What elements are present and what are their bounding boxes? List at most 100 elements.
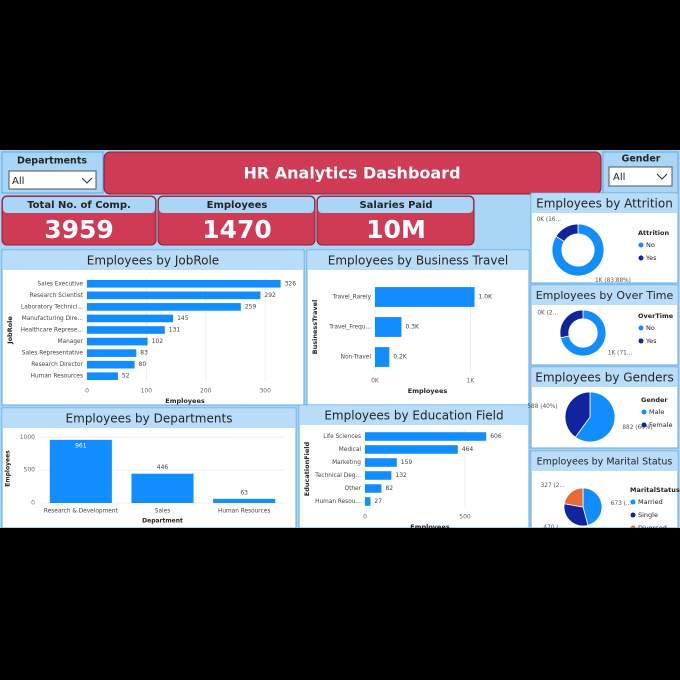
frame-bottom [0,528,680,680]
value-label: 464 [462,446,474,453]
bar [87,291,261,300]
title-banner [103,151,602,195]
category-label: Sales [155,509,170,515]
x-tick-label: 300 [259,388,271,395]
y-axis-title: Employees [5,450,12,487]
category-label: Human Resources [31,374,83,380]
category-label: Manager [58,339,84,345]
value-label: 673 (... [611,501,632,507]
x-tick-label: 200 [200,388,212,395]
kpi-header [159,197,314,213]
panel-header [532,286,677,305]
category-label: Manufacturing Dire... [22,316,83,322]
value-label: 606 [490,433,502,440]
panel-header [300,406,528,425]
category-label: Medical [339,447,362,453]
legend-marker [630,499,636,505]
legend-title: Gender [641,396,668,404]
slicer-dropdown[interactable] [8,170,97,190]
value-label: 292 [264,292,276,299]
value-label: 83 [140,350,148,357]
category-label: Marketing [332,460,361,466]
pie-slice [582,487,603,526]
bar [375,347,390,367]
kpi-card: Total No. of Comp. 3959 [1,195,157,246]
donut-slice [559,309,584,339]
x-tick-label: 0K [371,378,380,385]
y-tick-label: 0 [31,500,35,507]
bar [131,473,194,503]
value-label: 63 [240,489,248,496]
bar [87,349,137,357]
bar [87,303,241,311]
category-label: Other [345,486,362,492]
x-tick-label: 0 [363,514,367,521]
panel-header [532,368,677,387]
panel-header [532,452,677,471]
value-label: 1K (83.88%) [595,278,631,284]
category-label: Healthcare Represe... [21,328,84,334]
x-tick-label: 500 [459,514,471,521]
value-label: 327 (2... [541,483,566,489]
category-label: Research Scientist [30,293,84,299]
slicer-value: All [12,176,24,187]
y-tick-label: 500 [24,467,36,474]
category-label: Human Resou... [315,499,361,505]
x-tick-label: 1K [467,378,476,385]
kpi-card: Employees 1470 [157,195,316,246]
bar [213,498,276,503]
legend-label: Married [638,498,663,506]
value-label: 0K (16... [537,217,562,223]
legend-label: No [646,324,655,332]
chart-title: Employees by JobRole [87,254,219,268]
panel-header [532,194,677,213]
kpi-header [318,197,473,213]
value-label: 259 [245,303,257,310]
chart-title: Employees by Education Field [324,409,503,423]
kpi-label: Salaries Paid [359,200,432,211]
y-axis-title: EducationField [303,441,311,496]
x-axis-title: Employees [410,523,450,531]
legend-label: Yes [645,254,657,262]
panel-header [3,409,295,428]
donut-slice [551,223,605,277]
value-label: 159 [401,459,413,466]
x-axis-title: Employees [408,387,448,395]
category-label: Research & Development [44,509,119,515]
category-label: Technical Deg... [314,473,361,479]
chart-title: Employees by Attrition [536,197,673,211]
panel [298,404,530,529]
slicer-dropdown[interactable] [608,166,673,187]
bar [365,445,458,454]
bar [365,458,397,467]
x-axis-title: Department [142,518,183,525]
category-label: Sales Representative [22,351,84,357]
value-label: 0K (2... [537,310,558,316]
chart-title: Employees by Business Travel [328,254,508,268]
kpi-value: 10M [366,215,426,244]
category-label: Non-Travel [341,355,372,361]
value-label: 102 [152,338,164,345]
slicer-label: Gender [622,154,661,165]
legend-marker [641,422,647,428]
chart-title: Employees by Marital Status [537,457,673,468]
legend-marker [638,255,644,261]
donut-slice [560,309,607,357]
dropdown-arrow [656,173,668,180]
slicer-label: Departments [17,156,87,167]
legend-marker [641,409,647,415]
category-label: Research Director [31,362,83,368]
kpi-label: Employees [207,200,268,211]
dropdown-arrow [81,177,93,184]
category-label: Life Sciences [323,434,361,440]
category-label: Laboratory Technici... [21,304,83,310]
legend-label: Female [649,421,673,429]
kpi-value: 1470 [202,215,272,244]
legend-label: Yes [645,337,657,345]
bar [365,484,382,493]
y-axis-title: BusinessTravel [311,300,319,355]
legend-marker [638,242,644,248]
chart-title: Employees by Over Time [536,289,674,302]
legend-title: Attrition [638,229,669,237]
